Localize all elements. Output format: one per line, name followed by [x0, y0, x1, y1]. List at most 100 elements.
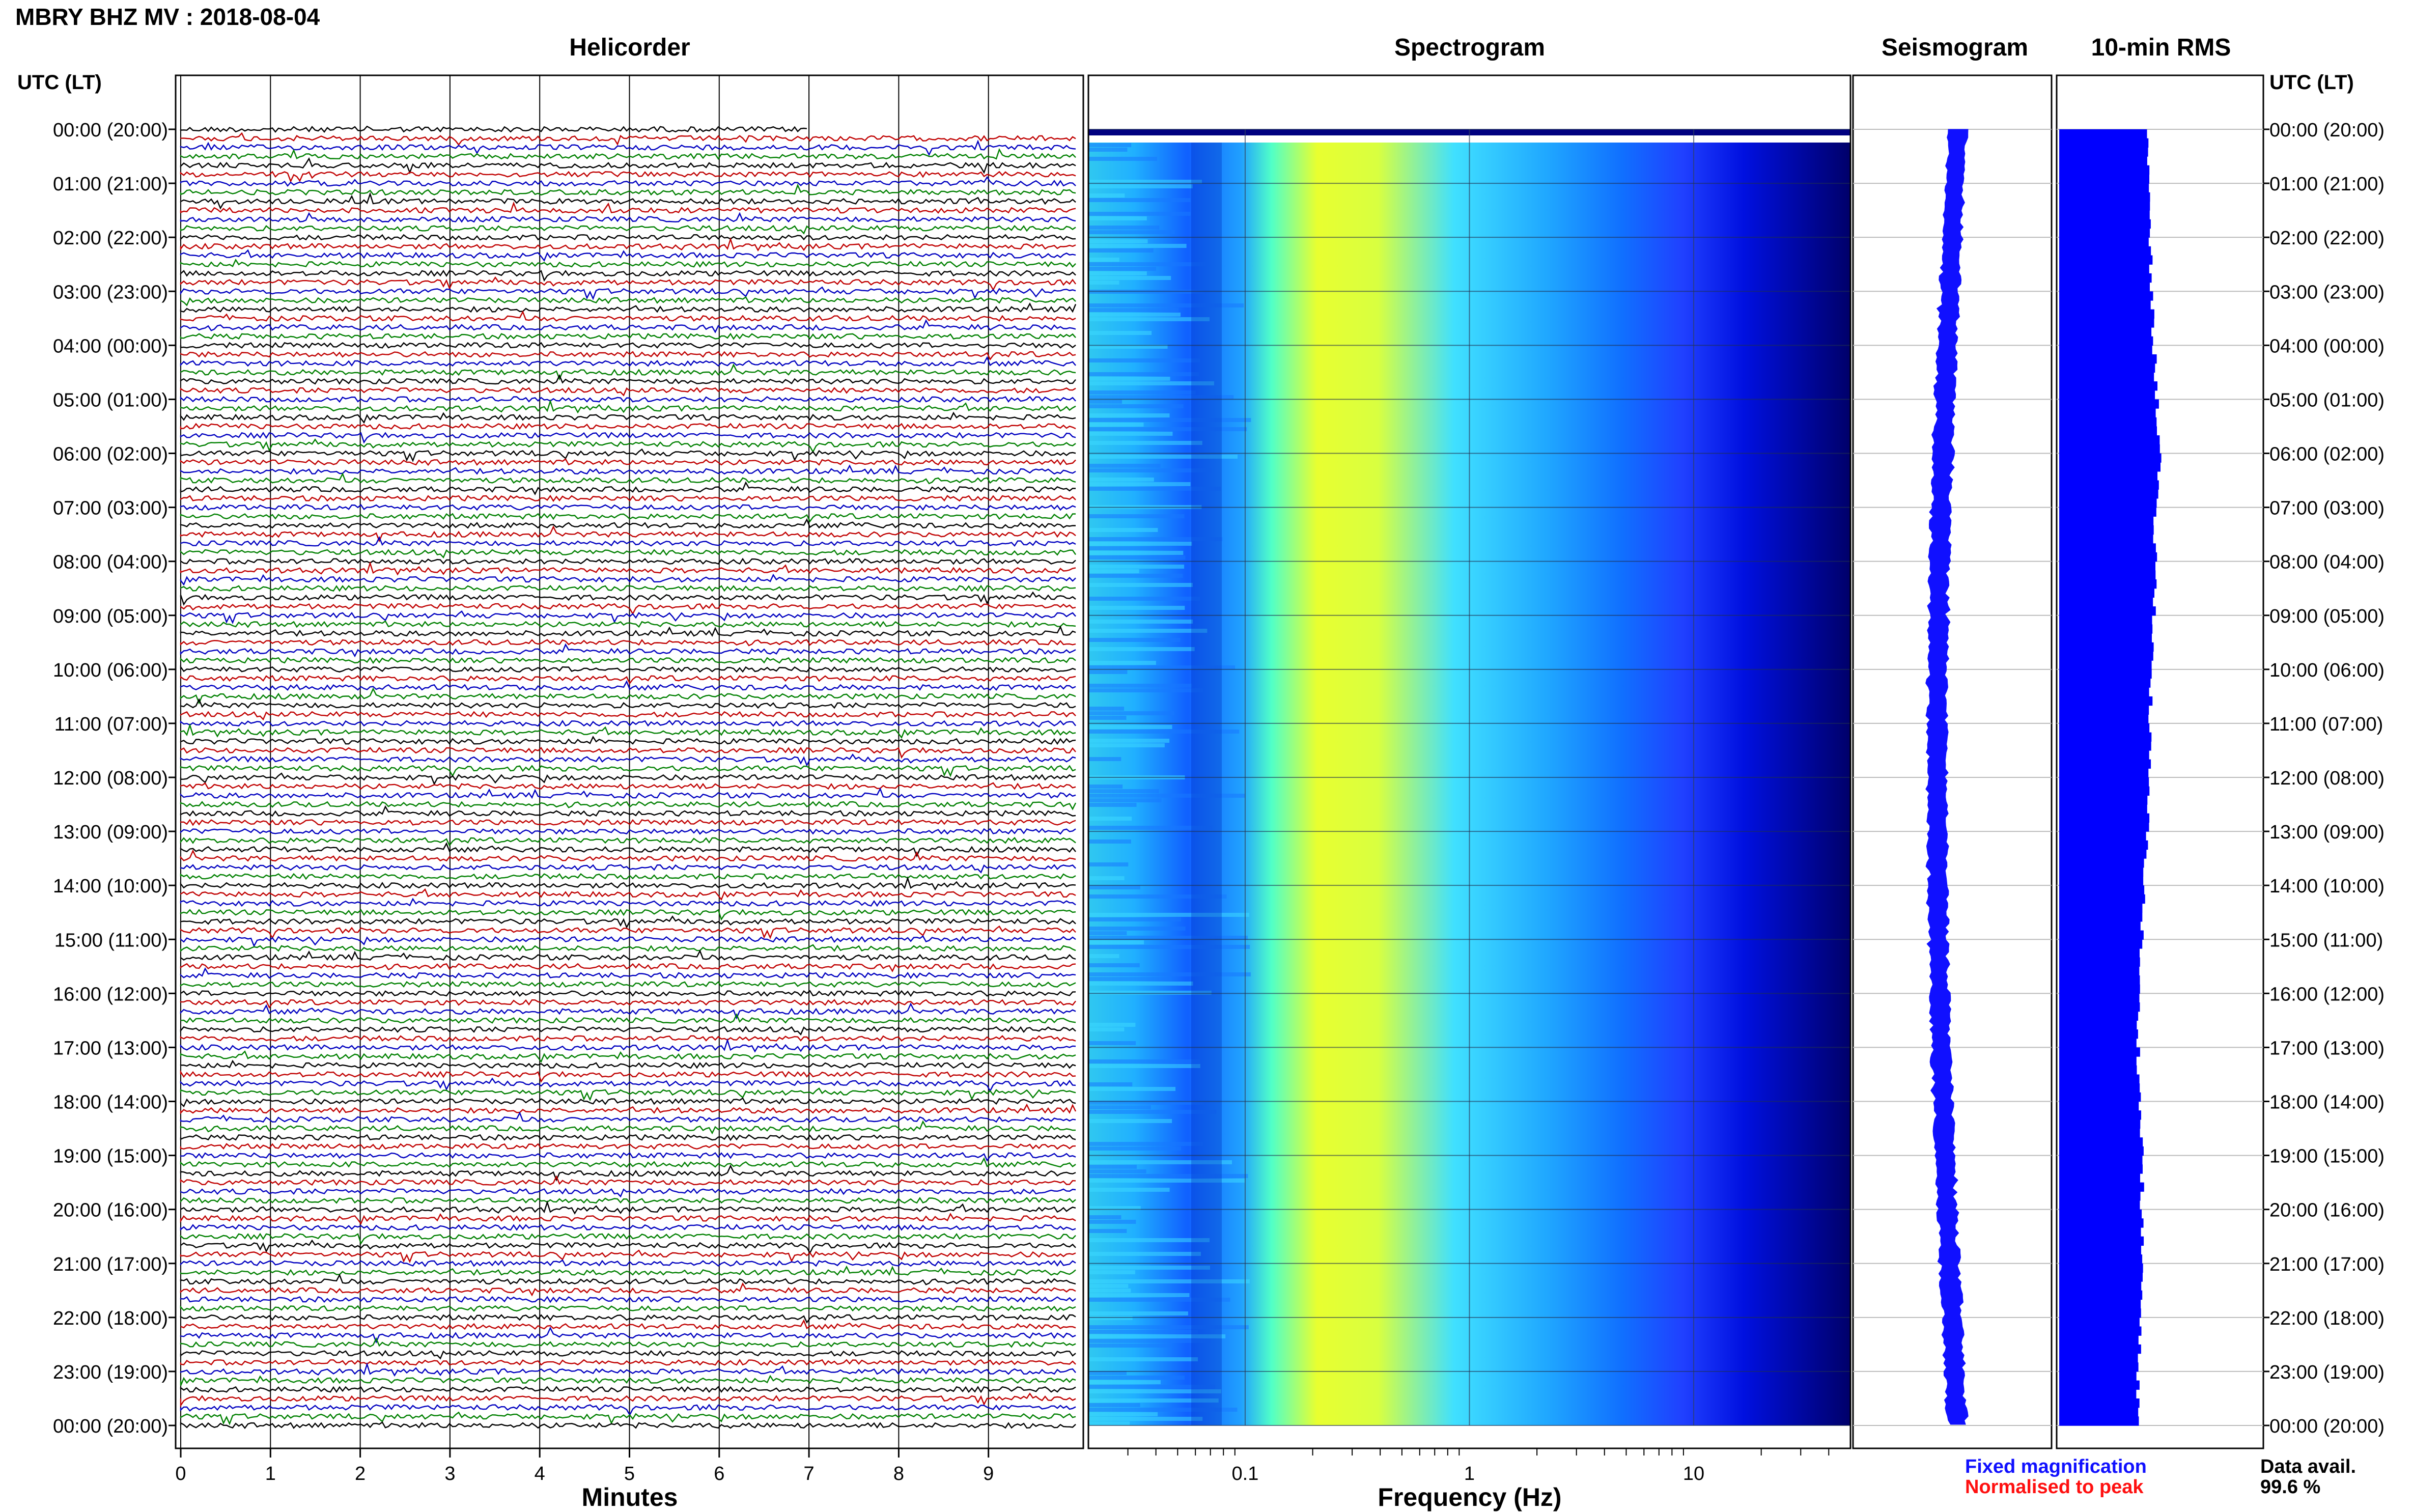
rms-bar: [2059, 183, 2149, 193]
time-label-right: 08:00 (04:00): [2269, 552, 2384, 573]
utc-label-right: UTC (LT): [2269, 71, 2354, 94]
helicorder-trace: [180, 139, 1076, 156]
rms-bar: [2059, 858, 2144, 868]
rms-bar: [2059, 1200, 2140, 1210]
helicorder-trace: [180, 176, 1076, 187]
helicorder-trace: [180, 1002, 1076, 1020]
rms-bar: [2059, 408, 2156, 418]
helicorder-trace: [180, 286, 1076, 300]
rms-bar: [2059, 1137, 2143, 1147]
spectrogram-slice: [1088, 1188, 1170, 1192]
helicorder-trace: [180, 387, 1076, 397]
time-label-left: 17:00 (13:00): [53, 1038, 168, 1059]
spectrogram-slice: [1088, 839, 1131, 844]
helicorder-trace: [180, 1013, 1076, 1024]
helicorder-trace: [180, 557, 1076, 565]
helicorder-trace: [180, 504, 1076, 511]
rms-bar: [2059, 903, 2143, 913]
spectrogram-slice: [1088, 620, 1193, 624]
helicorder-trace: [180, 342, 1076, 349]
spectrogram-slice: [1088, 1311, 1188, 1315]
spectrogram-slice: [1088, 972, 1251, 976]
helicorder-trace: [180, 1103, 1077, 1114]
helicorder-trace: [180, 374, 1076, 385]
rms-bar: [2059, 723, 2150, 733]
rms-bar: [2059, 147, 2148, 157]
time-label-left: 03:00 (23:00): [53, 282, 168, 303]
helicorder-trace: [180, 296, 1076, 306]
spectrogram-slice: [1088, 1064, 1200, 1068]
helicorder-trace: [180, 276, 1076, 291]
rms-bar: [2059, 1380, 2140, 1390]
rms-bar: [2059, 1191, 2141, 1201]
rms-bar: [2059, 939, 2143, 949]
rms-bar: [2059, 1290, 2143, 1300]
spectrogram-slice: [1088, 1041, 1136, 1045]
rms-bar: [2059, 930, 2144, 940]
rms-bar: [2059, 1227, 2141, 1237]
utc-label-left: UTC (LT): [17, 71, 102, 94]
spectrogram-slice: [1088, 711, 1174, 715]
spectrogram-slice: [1088, 574, 1183, 578]
helicorder-trace: [180, 584, 1076, 592]
spectrogram-slice: [1088, 725, 1172, 729]
helicorder-trace: [180, 351, 1076, 361]
rms-bar: [2059, 543, 2156, 553]
spectrogram-slice: [1088, 885, 1140, 889]
helicorder-trace: [180, 1386, 1076, 1393]
time-label-left: 13:00 (09:00): [53, 822, 168, 843]
helicorder-panel: 0 1 2 3 4 5 6 7 8 9: [175, 74, 1084, 1485]
time-label-left: 02:00 (22:00): [53, 228, 168, 249]
spectrogram-slice: [1088, 1229, 1127, 1233]
helicorder-trace: [180, 1026, 1076, 1036]
helicorder-trace: [180, 1152, 1076, 1162]
rms-bar: [2059, 498, 2157, 508]
rms-bar: [2059, 318, 2154, 328]
spectrogram-slice: [1088, 1215, 1121, 1219]
spectrogram-slice: [1088, 597, 1200, 601]
helicorder-trace: [180, 269, 1076, 282]
rms-bar: [2059, 345, 2152, 355]
spectrogram-slice: [1088, 455, 1238, 459]
rms-bar: [2059, 1236, 2144, 1246]
spectrogram-slice: [1088, 954, 1119, 958]
time-label-left: 22:00 (18:00): [53, 1308, 168, 1329]
rms-bar: [2059, 885, 2145, 895]
helicorder-trace: [180, 782, 1076, 790]
spectrogram-slice: [1088, 478, 1154, 482]
helicorder-trace: [180, 698, 1076, 709]
rms-bar: [2059, 1182, 2144, 1192]
minutes-tick-label: 0: [175, 1463, 186, 1485]
time-label-right: 22:00 (18:00): [2269, 1308, 2384, 1329]
spectrogram-slice: [1088, 785, 1123, 789]
helicorder-trace: [180, 909, 1076, 921]
helicorder-trace: [180, 603, 1076, 615]
rms-bar: [2059, 597, 2153, 607]
spectrogram-slice: [1088, 1266, 1211, 1270]
minutes-tick-label: 6: [714, 1463, 724, 1485]
rms-bar: [2059, 759, 2151, 769]
spectrogram-slice: [1088, 555, 1186, 559]
spectrogram-slice: [1088, 423, 1144, 427]
time-label-left: 00:00 (20:00): [53, 120, 168, 141]
rms-bar: [2059, 633, 2152, 643]
helicorder-trace: [180, 836, 1076, 847]
rms-bar: [2059, 1002, 2140, 1012]
helicorder-trace: [180, 915, 1076, 929]
helicorder-trace: [180, 310, 1076, 322]
helicorder-trace: [180, 805, 1076, 817]
rms-bar: [2059, 174, 2149, 184]
spectrogram-slice: [1088, 212, 1191, 216]
time-label-left: 11:00 (07:00): [54, 714, 168, 735]
spectrogram-slice: [1088, 514, 1185, 518]
helicorder-trace: [180, 967, 1076, 979]
spectrogram-panel: 0.1 1 10: [1087, 74, 1851, 1485]
helicorder-trace: [180, 1233, 1076, 1245]
spectrogram-slice: [1088, 1298, 1230, 1302]
seismogram-trace: [1925, 129, 1969, 1425]
helicorder-trace: [180, 332, 1076, 340]
rms-bar: [2059, 741, 2151, 751]
rms-bar: [2059, 570, 2156, 580]
helicorder-trace: [180, 1050, 1076, 1063]
spectrogram-slice: [1088, 244, 1187, 248]
